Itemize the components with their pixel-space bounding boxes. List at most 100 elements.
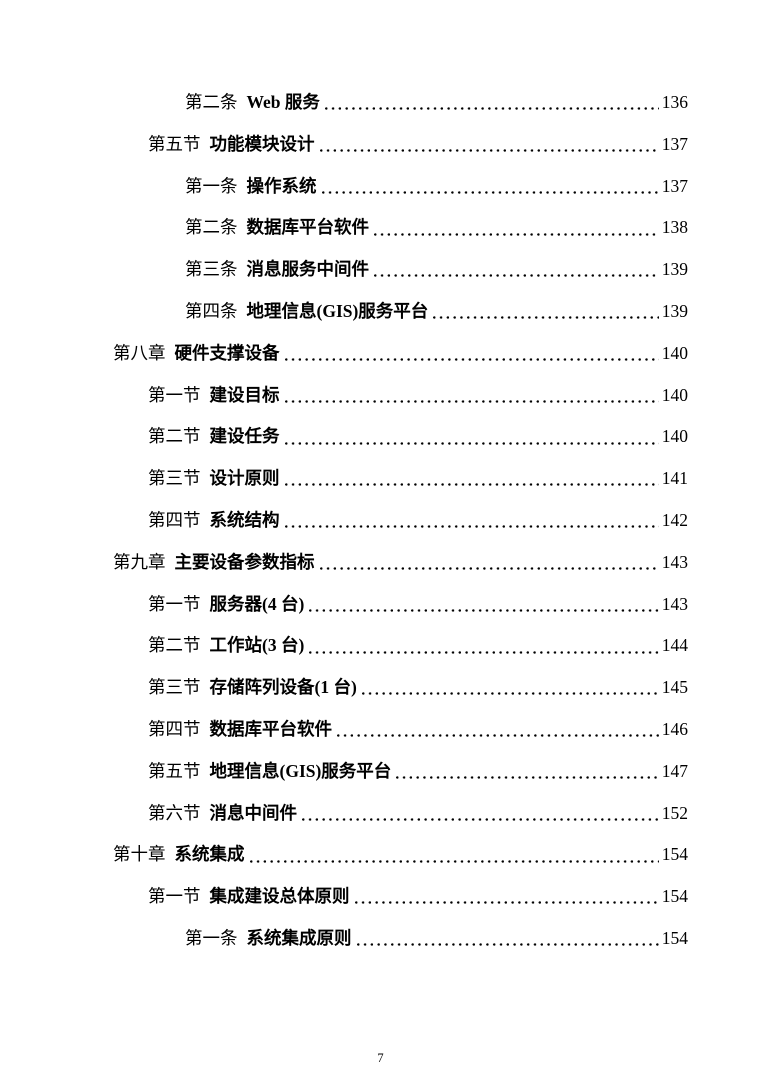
toc-entry: 第五节 功能模块设计 137 <box>148 124 688 166</box>
dot-leader <box>321 166 660 208</box>
toc-entry-title: 工作站(3 台) <box>209 635 305 656</box>
dot-leader <box>309 584 660 626</box>
toc-entry-page-number: 137 <box>661 175 688 196</box>
toc-entry-page-number: 136 <box>661 92 688 112</box>
toc-entry-page-number: 143 <box>661 593 688 614</box>
dot-leader <box>302 793 659 835</box>
toc-entry: 第一节 集成建设总体原则 154 <box>148 876 688 918</box>
toc-entry-label: 第一条 <box>185 175 238 196</box>
toc-entry: 第一节 服务器(4 台) 143 <box>148 584 688 626</box>
toc-entry-label: 第三节 <box>148 677 201 698</box>
toc-entry-page-number: 142 <box>661 509 688 530</box>
dot-leader <box>354 876 660 918</box>
toc-entry-page-number: 146 <box>661 718 688 739</box>
toc-entry: 第二条 Web 服务 136 <box>185 82 688 124</box>
toc-list: 第二条 Web 服务 136 第五节 功能模块设计 137 第一条 操作系统 1… <box>113 82 688 960</box>
toc-entry-page-number: 139 <box>661 300 688 321</box>
toc-entry-title: 设计原则 <box>209 468 280 489</box>
toc-entry-title: 建设任务 <box>209 426 280 447</box>
toc-entry-title: 存储阵列设备(1 台) <box>209 677 357 698</box>
toc-entry-title: 服务器(4 台) <box>209 593 305 614</box>
toc-entry-title: 系统结构 <box>209 509 280 530</box>
toc-entry-title: 系统集成 <box>174 844 245 865</box>
dot-leader <box>319 124 660 166</box>
toc-entry-label: 第二节 <box>148 426 201 447</box>
toc-entry-title: Web 服务 <box>246 92 320 112</box>
toc-entry-page-number: 140 <box>661 342 688 363</box>
toc-entry-title: 功能模块设计 <box>209 133 315 154</box>
dot-leader <box>361 667 659 709</box>
toc-entry-page-number: 144 <box>661 635 688 656</box>
toc-entry: 第五节 地理信息(GIS)服务平台 147 <box>148 751 688 793</box>
dot-leader <box>249 834 660 876</box>
toc-entry: 第四条 地理信息(GIS)服务平台 139 <box>185 291 688 333</box>
toc-entry-label: 第一节 <box>148 593 201 614</box>
toc-entry-page-number: 139 <box>661 259 688 280</box>
toc-entry-label: 第一节 <box>148 886 201 907</box>
toc-entry: 第二节 工作站(3 台) 144 <box>148 625 688 667</box>
toc-entry-title: 地理信息(GIS)服务平台 <box>246 300 429 321</box>
dot-leader <box>284 375 660 417</box>
toc-entry-title: 数据库平台软件 <box>209 718 333 739</box>
toc-entry-title: 地理信息(GIS)服务平台 <box>209 760 392 781</box>
dot-leader <box>337 709 659 751</box>
toc-entry-title: 集成建设总体原则 <box>209 886 350 907</box>
toc-entry-title: 建设目标 <box>209 384 280 405</box>
toc-entry-label: 第九章 <box>113 551 166 572</box>
toc-entry-label: 第四节 <box>148 718 201 739</box>
toc-entry: 第九章 主要设备参数指标 143 <box>113 542 688 584</box>
toc-entry: 第一条 操作系统 137 <box>185 166 688 208</box>
dot-leader <box>374 207 659 249</box>
toc-entry-page-number: 137 <box>661 133 688 154</box>
toc-entry-page-number: 145 <box>661 677 688 698</box>
toc-entry: 第一节 建设目标 140 <box>148 375 688 417</box>
toc-entry-label: 第五节 <box>148 760 201 781</box>
dot-leader <box>374 249 659 291</box>
toc-entry-page-number: 138 <box>661 217 688 238</box>
dot-leader <box>284 333 660 375</box>
toc-entry-page-number: 147 <box>661 760 688 781</box>
toc-entry-title: 硬件支撑设备 <box>174 342 280 363</box>
toc-entry-title: 消息服务中间件 <box>246 259 370 280</box>
toc-entry: 第三节 存储阵列设备(1 台) 145 <box>148 667 688 709</box>
toc-entry: 第二节 建设任务 140 <box>148 416 688 458</box>
dot-leader <box>319 542 660 584</box>
toc-entry-label: 第二条 <box>185 217 238 238</box>
toc-entry-page-number: 152 <box>661 802 688 823</box>
toc-entry: 第八章 硬件支撑设备 140 <box>113 333 688 375</box>
toc-entry: 第六节 消息中间件 152 <box>148 793 688 835</box>
toc-entry-title: 消息中间件 <box>209 802 298 823</box>
toc-entry-label: 第三条 <box>185 259 238 280</box>
toc-entry-title: 系统集成原则 <box>246 927 352 948</box>
dot-leader <box>356 918 660 960</box>
dot-leader <box>284 458 660 500</box>
toc-entry-label: 第三节 <box>148 468 201 489</box>
toc-entry-page-number: 154 <box>661 886 688 907</box>
toc-entry-title: 操作系统 <box>246 175 317 196</box>
toc-entry-label: 第十章 <box>113 844 166 865</box>
dot-leader <box>324 82 659 124</box>
toc-entry-label: 第四条 <box>185 300 238 321</box>
dot-leader <box>284 416 660 458</box>
toc-entry-page-number: 141 <box>661 468 688 489</box>
toc-entry-label: 第八章 <box>113 342 166 363</box>
toc-entry-title: 数据库平台软件 <box>246 217 370 238</box>
toc-entry-label: 第一节 <box>148 384 201 405</box>
toc-entry: 第三节 设计原则 141 <box>148 458 688 500</box>
toc-entry-label: 第一条 <box>185 927 238 948</box>
toc-entry: 第四节 数据库平台软件 146 <box>148 709 688 751</box>
toc-entry-label: 第二节 <box>148 635 201 656</box>
dot-leader <box>284 500 660 542</box>
dot-leader <box>396 751 660 793</box>
toc-entry: 第十章 系统集成 154 <box>113 834 688 876</box>
toc-entry-page-number: 143 <box>661 551 688 572</box>
toc-entry-label: 第二条 <box>185 92 238 112</box>
toc-entry-page-number: 154 <box>661 927 688 948</box>
toc-entry: 第四节 系统结构 142 <box>148 500 688 542</box>
dot-leader <box>309 625 660 667</box>
toc-entry-page-number: 140 <box>661 384 688 405</box>
toc-entry-label: 第六节 <box>148 802 201 823</box>
dot-leader <box>433 291 660 333</box>
footer-page-number: 7 <box>377 1050 384 1065</box>
